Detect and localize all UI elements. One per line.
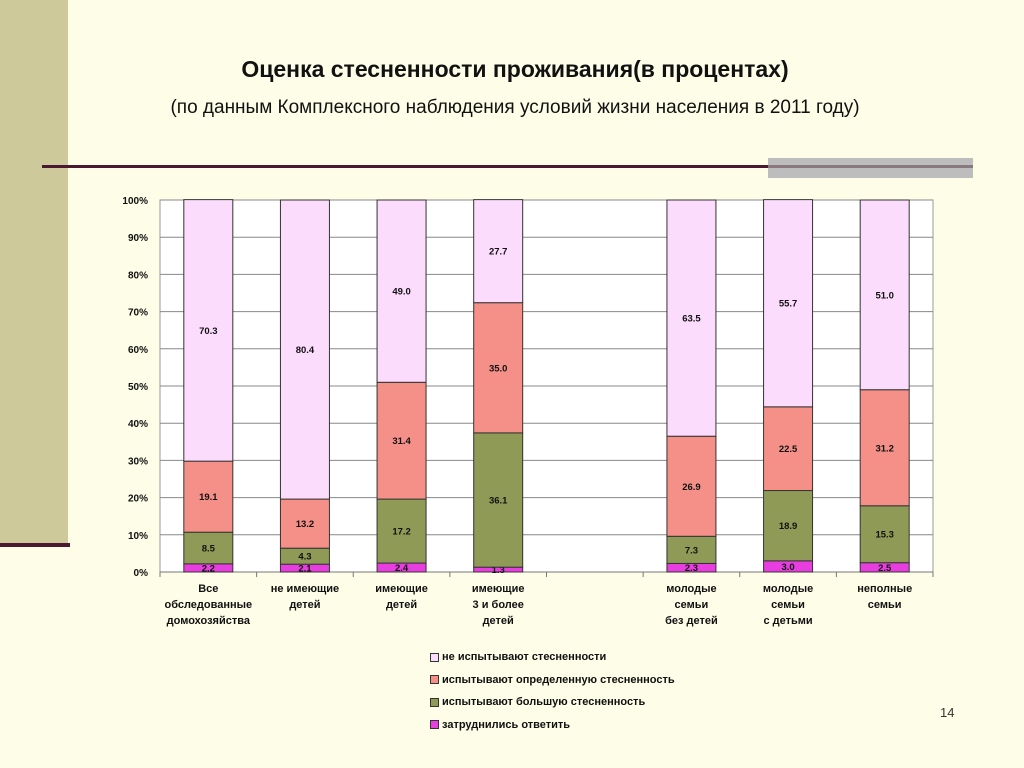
x-tick-label: Все bbox=[198, 583, 218, 595]
x-tick-label: без детей bbox=[665, 615, 718, 627]
legend-swatch bbox=[430, 652, 439, 662]
bar-segment bbox=[279, 498, 330, 549]
x-tick-label: домохозяйства bbox=[167, 615, 251, 627]
y-tick-label: 100% bbox=[122, 196, 148, 207]
data-label: 22.5 bbox=[779, 444, 798, 455]
x-tick-label: неполные bbox=[857, 583, 912, 595]
legend-label: испытывают большую стесненность bbox=[442, 696, 646, 709]
chart-legend: не испытывают стесненности испытывают опр… bbox=[430, 646, 675, 736]
bar-segment bbox=[666, 199, 717, 437]
data-label: 63.5 bbox=[682, 314, 701, 325]
bar-segment bbox=[763, 199, 814, 408]
data-label: 80.4 bbox=[296, 345, 315, 356]
y-tick-label: 40% bbox=[128, 419, 148, 430]
data-label: 3.0 bbox=[781, 562, 794, 573]
legend-swatch bbox=[430, 720, 439, 730]
bar-segment bbox=[376, 498, 427, 564]
data-label: 55.7 bbox=[779, 299, 798, 310]
data-label: 70.3 bbox=[199, 326, 218, 337]
decorative-grey-line bbox=[768, 165, 973, 168]
y-tick-label: 60% bbox=[128, 345, 148, 356]
decorative-side-bar bbox=[0, 0, 68, 545]
data-label: 31.2 bbox=[875, 443, 894, 454]
data-label: 2.3 bbox=[685, 563, 698, 574]
data-label: 27.7 bbox=[489, 247, 508, 258]
slide-subtitle: (по данным Комплексного наблюдения услов… bbox=[170, 97, 860, 118]
y-tick-label: 70% bbox=[128, 308, 148, 319]
x-tick-label: имеющие bbox=[472, 583, 525, 595]
legend-item: затруднились ответить bbox=[430, 714, 675, 737]
bar-segment bbox=[279, 199, 330, 500]
y-tick-label: 90% bbox=[128, 233, 148, 244]
bar-segment bbox=[183, 199, 234, 462]
data-label: 51.0 bbox=[875, 290, 894, 301]
bar-segment bbox=[376, 199, 427, 383]
data-label: 17.2 bbox=[392, 527, 411, 538]
y-tick-label: 30% bbox=[128, 456, 148, 467]
data-label: 49.0 bbox=[392, 287, 411, 298]
bar-segment bbox=[376, 381, 427, 500]
y-tick-label: 0% bbox=[134, 568, 149, 579]
bar-segment bbox=[763, 490, 814, 562]
data-label: 1.3 bbox=[492, 565, 505, 576]
data-label: 31.4 bbox=[392, 436, 411, 447]
legend-label: не испытывают стесненности bbox=[442, 651, 607, 664]
x-tick-label: молодые bbox=[666, 583, 716, 595]
x-tick-label: детей bbox=[483, 615, 514, 627]
legend-item: испытывают большую стесненность bbox=[430, 691, 675, 714]
bar-segment bbox=[666, 435, 717, 537]
bar-segment bbox=[473, 432, 524, 568]
data-label: 2.4 bbox=[395, 563, 409, 574]
legend-swatch bbox=[430, 675, 439, 685]
decorative-side-line bbox=[0, 543, 70, 547]
data-label: 8.5 bbox=[202, 544, 216, 555]
data-label: 13.2 bbox=[296, 519, 315, 530]
x-tick-label: 3 и более bbox=[473, 599, 524, 611]
bar-segment bbox=[183, 460, 234, 533]
x-tick-label: семьи bbox=[771, 599, 805, 611]
x-tick-label: семьи bbox=[868, 599, 902, 611]
y-tick-label: 80% bbox=[128, 270, 148, 281]
decorative-grey-block bbox=[768, 158, 973, 178]
data-label: 36.1 bbox=[489, 496, 508, 507]
legend-item: не испытывают стесненности bbox=[430, 646, 675, 669]
x-tick-label: имеющие bbox=[375, 583, 428, 595]
data-label: 2.1 bbox=[298, 564, 312, 575]
data-label: 2.2 bbox=[202, 563, 215, 574]
x-tick-label: с детьми bbox=[763, 615, 812, 627]
x-tick-label: детей bbox=[386, 599, 417, 611]
y-tick-label: 20% bbox=[128, 494, 148, 505]
bar-segment bbox=[183, 531, 234, 565]
y-tick-label: 10% bbox=[128, 531, 148, 542]
x-tick-label: семьи bbox=[675, 599, 709, 611]
x-tick-label: не имеющие bbox=[271, 583, 339, 595]
bar-segment bbox=[473, 199, 524, 304]
x-tick-label: обследованные bbox=[164, 599, 252, 611]
data-label: 19.1 bbox=[199, 492, 218, 503]
legend-item: испытывают определенную стесненность bbox=[430, 669, 675, 692]
data-label: 2.5 bbox=[878, 563, 892, 574]
page-number: 14 bbox=[940, 705, 955, 720]
slide-title: Оценка стесненности проживания(в процент… bbox=[241, 56, 789, 82]
data-label: 18.9 bbox=[779, 521, 798, 532]
y-tick-label: 50% bbox=[128, 382, 148, 393]
bar-segment bbox=[473, 302, 524, 434]
data-label: 35.0 bbox=[489, 363, 508, 374]
x-tick-label: молодые bbox=[763, 583, 813, 595]
bar-segment bbox=[859, 505, 910, 564]
x-tick-label: детей bbox=[289, 599, 320, 611]
data-label: 7.3 bbox=[685, 545, 698, 556]
bar-segment bbox=[859, 199, 910, 391]
title-divider-line bbox=[42, 165, 972, 168]
data-label: 26.9 bbox=[682, 482, 701, 493]
legend-swatch bbox=[430, 697, 439, 707]
legend-label: затруднились ответить bbox=[442, 718, 571, 731]
data-label: 15.3 bbox=[875, 530, 894, 541]
bar-segment bbox=[859, 389, 910, 507]
legend-label: испытывают определенную стесненность bbox=[442, 673, 675, 686]
bar-segment bbox=[763, 406, 814, 492]
data-label: 4.3 bbox=[298, 552, 311, 563]
